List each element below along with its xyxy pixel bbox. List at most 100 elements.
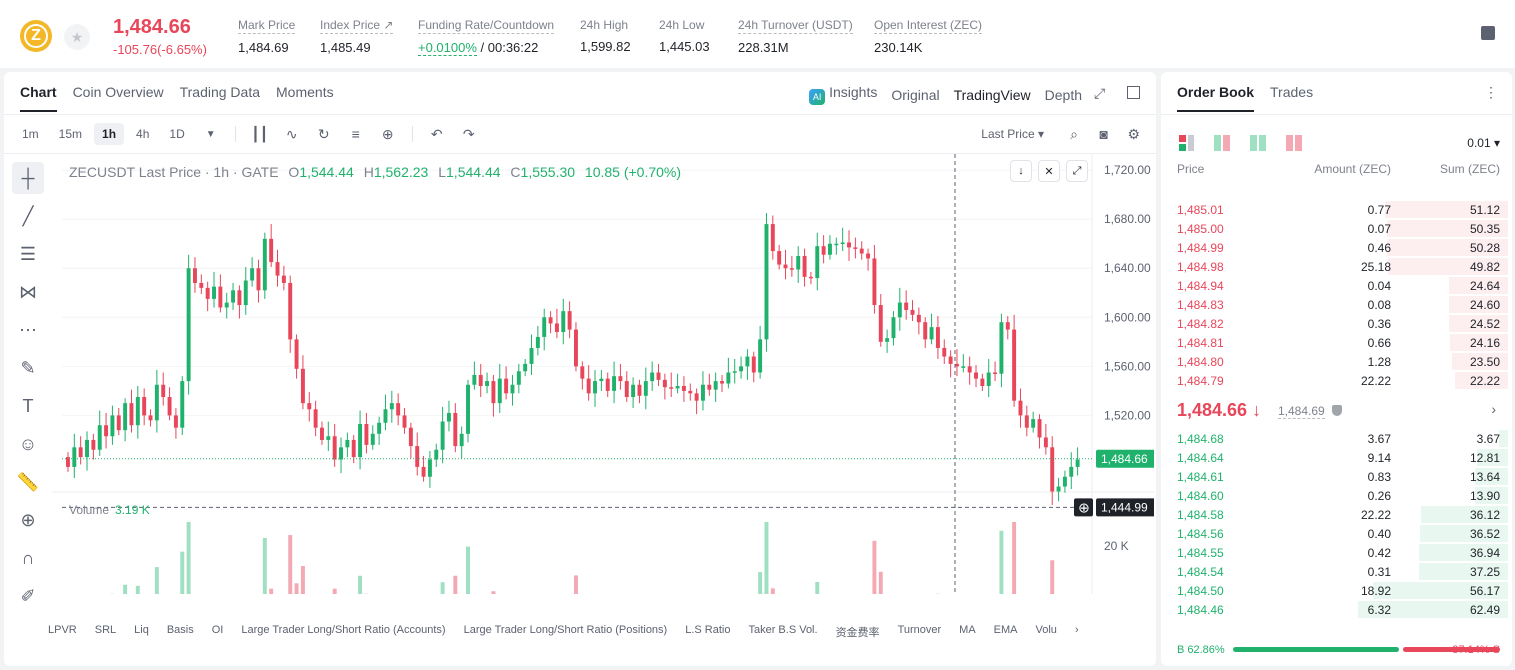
timeframe-1m[interactable]: 1m: [22, 127, 39, 141]
indicator-liq[interactable]: Liq: [134, 624, 149, 636]
precision-select[interactable]: 0.01 ▾: [1467, 136, 1500, 150]
tab-trading-data[interactable]: Trading Data: [179, 84, 261, 100]
collapse-icon[interactable]: ✕: [1038, 160, 1060, 182]
tab-original[interactable]: Original: [891, 86, 940, 103]
bid-row[interactable]: 1,484.54 0.31 37.25: [1161, 562, 1512, 581]
tab-insights[interactable]: AI Insights: [809, 84, 877, 105]
chevron-right-icon[interactable]: ›: [1491, 401, 1496, 417]
pattern-icon[interactable]: ⋈: [19, 281, 37, 302]
indicators-icon[interactable]: ∿: [285, 125, 298, 142]
horizontal-lines-icon[interactable]: ☰: [19, 243, 37, 264]
indicator-ls-ratio[interactable]: L.S Ratio: [685, 624, 731, 636]
tab-moments[interactable]: Moments: [276, 84, 334, 100]
ask-row[interactable]: 1,484.81 0.66 24.16: [1161, 333, 1512, 352]
indicator-srl[interactable]: SRL: [94, 624, 117, 636]
bid-row[interactable]: 1,484.56 0.40 36.52: [1161, 524, 1512, 543]
timeframe-dropdown-icon[interactable]: ▼: [205, 128, 216, 140]
indicator-basis[interactable]: Basis: [166, 624, 194, 636]
timeframe-1h[interactable]: 1h: [94, 123, 125, 145]
bid-row[interactable]: 1,484.55 0.42 36.94: [1161, 543, 1512, 562]
ask-row[interactable]: 1,484.99 0.46 50.28: [1161, 238, 1512, 257]
favorite-star-icon[interactable]: ★: [64, 24, 90, 50]
chevron-right-icon[interactable]: ›: [1074, 624, 1079, 636]
ask-row[interactable]: 1,484.98 25.18 49.82: [1161, 257, 1512, 276]
price-source-select[interactable]: Last Price ▾: [981, 127, 1044, 141]
window-icon[interactable]: [1127, 86, 1140, 99]
trend-line-icon[interactable]: ╱: [22, 205, 34, 226]
candle-body: [847, 242, 851, 248]
view-asks-icon[interactable]: [1286, 135, 1302, 151]
zoom-in-icon[interactable]: ⊕: [20, 509, 36, 530]
ask-row[interactable]: 1,484.80 1.28 23.50: [1161, 352, 1512, 371]
view-bids-asks-icon[interactable]: [1214, 135, 1230, 151]
add-indicator-icon[interactable]: ⊕: [381, 125, 394, 142]
ruler-icon[interactable]: 📏: [16, 471, 40, 492]
view-both-icon[interactable]: [1179, 135, 1195, 151]
indicator-ltlsr-accounts[interactable]: Large Trader Long/Short Ratio (Accounts): [241, 624, 446, 636]
tab-order-book[interactable]: Order Book: [1177, 84, 1255, 112]
ask-row[interactable]: 1,484.94 0.04 24.64: [1161, 276, 1512, 295]
mid-price: 1,484.66 ↓: [1177, 400, 1262, 420]
bid-price: 1,484.60: [1177, 489, 1224, 503]
settings-gear-icon[interactable]: ⚙: [1127, 126, 1140, 142]
fib-icon[interactable]: ⋯: [19, 319, 37, 340]
bid-sum: 13.64: [1469, 470, 1500, 484]
indicator-ltlsr-positions[interactable]: Large Trader Long/Short Ratio (Positions…: [463, 624, 668, 636]
ask-row[interactable]: 1,485.01 0.77 51.12: [1161, 200, 1512, 219]
bid-row[interactable]: 1,484.68 3.67 3.67: [1161, 429, 1512, 448]
tab-trades[interactable]: Trades: [1270, 84, 1314, 100]
bid-sum: 62.49: [1469, 603, 1500, 617]
timeframe-15m[interactable]: 15m: [58, 127, 83, 141]
mid-price-row[interactable]: 1,484.66 ↓ 1,484.69 ›: [1177, 398, 1500, 422]
more-options-icon[interactable]: ⋮: [1484, 84, 1498, 100]
indicator-ma[interactable]: MA: [959, 624, 976, 636]
indicator-taker-bs[interactable]: Taker B.S Vol.: [748, 624, 818, 636]
search-icon[interactable]: ⌕: [1070, 126, 1078, 142]
text-tool-icon[interactable]: T: [22, 395, 34, 416]
redo-icon[interactable]: ↷: [462, 125, 475, 142]
indicator-volume[interactable]: Volu: [1035, 624, 1057, 636]
indicator-ema[interactable]: EMA: [993, 624, 1018, 636]
candle-type-icon[interactable]: ┃┃: [251, 125, 269, 142]
candle-body: [370, 433, 375, 445]
camera-icon[interactable]: ◙: [1099, 126, 1108, 142]
bid-row[interactable]: 1,484.61 0.83 13.64: [1161, 467, 1512, 486]
volume-bar: [491, 591, 496, 594]
guide-book-icon[interactable]: [1481, 26, 1495, 40]
bid-row[interactable]: 1,484.58 22.22 36.12: [1161, 505, 1512, 524]
emoji-icon[interactable]: ☺: [18, 433, 38, 454]
brush-icon[interactable]: ✎: [20, 357, 36, 378]
price-chart[interactable]: 1,720.00 1,680.00 1,640.00 1,600.00 1,560.00…: [52, 154, 1154, 594]
replay-icon[interactable]: ↻: [317, 125, 330, 142]
ask-row[interactable]: 1,484.83 0.08 24.60: [1161, 295, 1512, 314]
expand-icon[interactable]: ⤢: [1094, 85, 1106, 101]
ask-row[interactable]: 1,484.82 0.36 24.52: [1161, 314, 1512, 333]
undo-icon[interactable]: ↶: [430, 125, 443, 142]
pencil-icon[interactable]: ✐: [20, 585, 36, 606]
indicator-turnover[interactable]: Turnover: [897, 624, 942, 636]
bid-row[interactable]: 1,484.50 18.92 56.17: [1161, 581, 1512, 600]
stat-index-price[interactable]: Index Price ↗ 1,485.49: [320, 18, 394, 55]
timeframe-4h[interactable]: 4h: [136, 127, 150, 141]
tab-coin-overview[interactable]: Coin Overview: [72, 84, 164, 100]
indicator-lpvr[interactable]: LPVR: [48, 624, 77, 636]
ask-row[interactable]: 1,485.00 0.07 50.35: [1161, 219, 1512, 238]
templates-icon[interactable]: ≡: [351, 126, 360, 142]
indicator-oi[interactable]: OI: [211, 624, 224, 636]
tab-depth[interactable]: Depth: [1044, 86, 1082, 103]
tab-tradingview[interactable]: TradingView: [953, 86, 1031, 103]
crosshair-icon[interactable]: ┼: [12, 162, 44, 194]
tab-chart[interactable]: Chart: [20, 84, 57, 112]
bid-row[interactable]: 1,484.60 0.26 13.90: [1161, 486, 1512, 505]
magnet-icon[interactable]: ∩: [21, 547, 35, 568]
fullscreen-icon[interactable]: ⤢: [1066, 160, 1088, 182]
bid-row[interactable]: 1,484.46 6.32 62.49: [1161, 600, 1512, 619]
bid-row[interactable]: 1,484.64 9.14 12.81: [1161, 448, 1512, 467]
ask-row[interactable]: 1,484.79 22.22 22.22: [1161, 371, 1512, 390]
indicator-funding-rate[interactable]: 资金费率: [835, 627, 880, 639]
view-bids-icon[interactable]: [1250, 135, 1266, 151]
ask-depth-bar: [1448, 296, 1508, 313]
timeframe-1d[interactable]: 1D: [169, 127, 185, 141]
scroll-down-icon[interactable]: ↓: [1010, 160, 1032, 182]
candle-body: [396, 403, 401, 416]
